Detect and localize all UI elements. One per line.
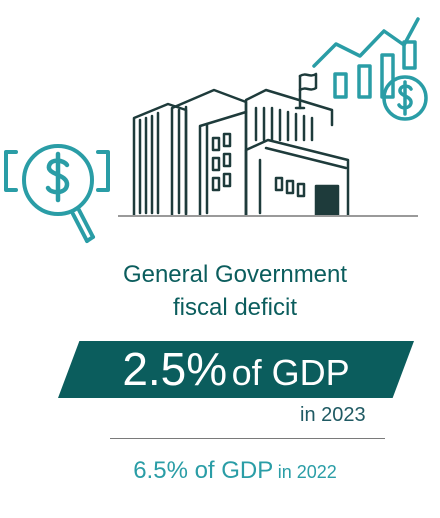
illustration <box>4 17 428 243</box>
government-building-icon <box>132 72 350 217</box>
title-line-1: General Government <box>122 261 348 288</box>
value-banner <box>58 341 414 398</box>
divider <box>110 438 385 439</box>
current-value: 2.5% of GDP <box>58 341 414 398</box>
title-line-2: fiscal deficit <box>172 294 298 321</box>
growth-chart-dollar-icon <box>312 17 428 121</box>
previous-value-text: 6.5% of GDP <box>133 457 274 484</box>
previous-value: 6.5% of GDP in 2022 <box>70 456 400 487</box>
current-value-number: 2.5% <box>122 343 228 395</box>
previous-year-label: in 2022 <box>277 462 337 482</box>
magnifier-dollar-icon <box>4 144 110 243</box>
current-value-suffix: of GDP <box>231 352 350 393</box>
current-year-label: in 2023 <box>300 404 366 426</box>
